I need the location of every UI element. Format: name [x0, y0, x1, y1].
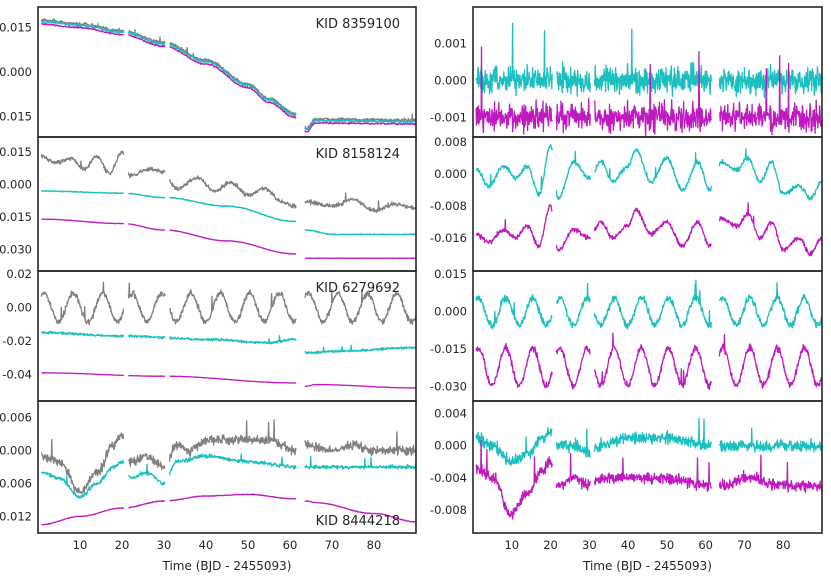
y-tick-label: 0.000	[0, 65, 32, 79]
plot-area	[475, 279, 822, 391]
panel-frame	[472, 136, 823, 272]
y-tick-label: -0.012	[0, 509, 32, 523]
y-tick-label: -0.015	[0, 210, 32, 224]
panel-frame	[37, 400, 417, 534]
series-gray	[40, 17, 416, 130]
series-magenta	[475, 46, 822, 137]
panel-right-1: 0.001 0.000 -0.001	[430, 6, 823, 138]
series-gray	[40, 281, 416, 326]
y-tick-label: 0.000	[0, 444, 32, 458]
series-cyan	[475, 144, 822, 201]
x-tick-label: 70	[737, 538, 752, 552]
series-gray	[40, 150, 416, 213]
y-tick-label: 0.000	[434, 439, 467, 453]
plot-area	[475, 22, 822, 137]
panel-right-4: 0.004 0.000 -0.004 -0.008 10 20 30 40 50 60 70 80 Ti…	[430, 400, 823, 573]
x-tick-label: 50	[241, 538, 256, 552]
x-tick-label: 30	[582, 538, 597, 552]
series-magenta	[475, 332, 822, 391]
y-tick-label: 0.006	[0, 411, 32, 425]
x-tick-label: 20	[115, 538, 130, 552]
kid-label: KID 8158124	[316, 147, 400, 162]
plot-area	[40, 150, 416, 260]
plot-area	[475, 144, 822, 257]
y-tick-label: -0.016	[430, 231, 467, 245]
y-tick-label: 0.02	[6, 267, 32, 281]
x-tick-label: 70	[325, 538, 340, 552]
series-gray	[40, 418, 416, 494]
y-tick-label: -0.006	[0, 476, 32, 490]
y-tick-label: 0.000	[0, 177, 32, 191]
y-tick-label: -0.030	[430, 380, 467, 394]
series-cyan	[475, 417, 822, 467]
panel-frame	[472, 270, 823, 402]
series-cyan	[41, 453, 416, 499]
y-tick-label: 0.008	[434, 135, 467, 149]
series-magenta	[475, 440, 822, 520]
panel-left-2: 0.015 0.000 -0.015 -0.030 KID 8158124	[0, 136, 417, 272]
y-tick-label: 0.004	[434, 407, 467, 421]
plot-area	[475, 417, 822, 520]
kid-label: KID 6279692	[316, 281, 400, 296]
x-tick-label: 30	[157, 538, 172, 552]
y-tick-label: -0.04	[2, 368, 32, 382]
kid-label: KID 8444218	[316, 514, 400, 529]
y-tick-label: 0.001	[434, 36, 467, 50]
y-tick-label: 0.015	[434, 267, 467, 281]
series-magenta	[41, 218, 416, 260]
y-tick-label: -0.004	[430, 471, 467, 485]
y-tick-label: -0.015	[0, 109, 32, 123]
series-cyan	[41, 17, 416, 131]
y-tick-label: 0.015	[0, 145, 32, 159]
y-tick-label: 0.015	[0, 21, 32, 35]
x-tick-label: 10	[73, 538, 88, 552]
x-tick-label: 80	[367, 538, 382, 552]
series-magenta	[41, 493, 416, 526]
series-magenta	[41, 372, 416, 389]
panel-right-3: 0.015 0.000 -0.015 -0.030	[430, 267, 823, 402]
x-tick-label: 10	[504, 538, 519, 552]
y-tick-label: -0.02	[2, 334, 32, 348]
y-tick-label: -0.030	[0, 243, 32, 257]
plot-area	[40, 17, 416, 133]
x-tick-label: 40	[199, 538, 214, 552]
x-axis-label: Time (BJD - 2455093)	[582, 559, 712, 573]
x-tick-label: 60	[698, 538, 713, 552]
plot-area	[40, 418, 416, 526]
x-axis-label: Time (BJD - 2455093)	[162, 559, 292, 573]
series-cyan	[475, 22, 822, 99]
series-cyan	[475, 279, 822, 330]
y-tick-label: -0.008	[430, 503, 467, 517]
y-tick-label: 0.000	[434, 167, 467, 181]
y-tick-label: -0.001	[430, 110, 467, 124]
panel-right-2: 0.008 0.000 -0.008 -0.016	[430, 135, 823, 272]
series-magenta	[475, 202, 822, 257]
x-tick-label: 50	[660, 538, 675, 552]
y-tick-label: 0.000	[434, 73, 467, 87]
y-tick-label: 0.000	[434, 305, 467, 319]
x-tick-label: 20	[543, 538, 558, 552]
y-tick-label: 0.00	[6, 301, 32, 315]
series-cyan	[41, 330, 416, 355]
kid-label: KID 8359100	[316, 17, 400, 32]
plot-area	[40, 281, 416, 389]
x-tick-label: 60	[283, 538, 298, 552]
x-tick-label: 80	[776, 538, 791, 552]
y-tick-label: -0.015	[430, 342, 467, 356]
panel-left-3: 0.02 0.00 -0.02 -0.04 KID 6279692	[2, 267, 417, 402]
y-tick-label: -0.008	[430, 199, 467, 213]
panel-frame	[472, 400, 823, 534]
x-tick-label: 40	[621, 538, 636, 552]
series-cyan	[40, 189, 416, 236]
series-magenta	[41, 22, 416, 133]
panel-left-1: 0.015 0.000 -0.015 KID 8359100	[0, 6, 417, 138]
panel-left-4: 0.006 0.000 -0.006 -0.012 10 20 30 40 50 60 70 80 Ti…	[0, 400, 417, 573]
